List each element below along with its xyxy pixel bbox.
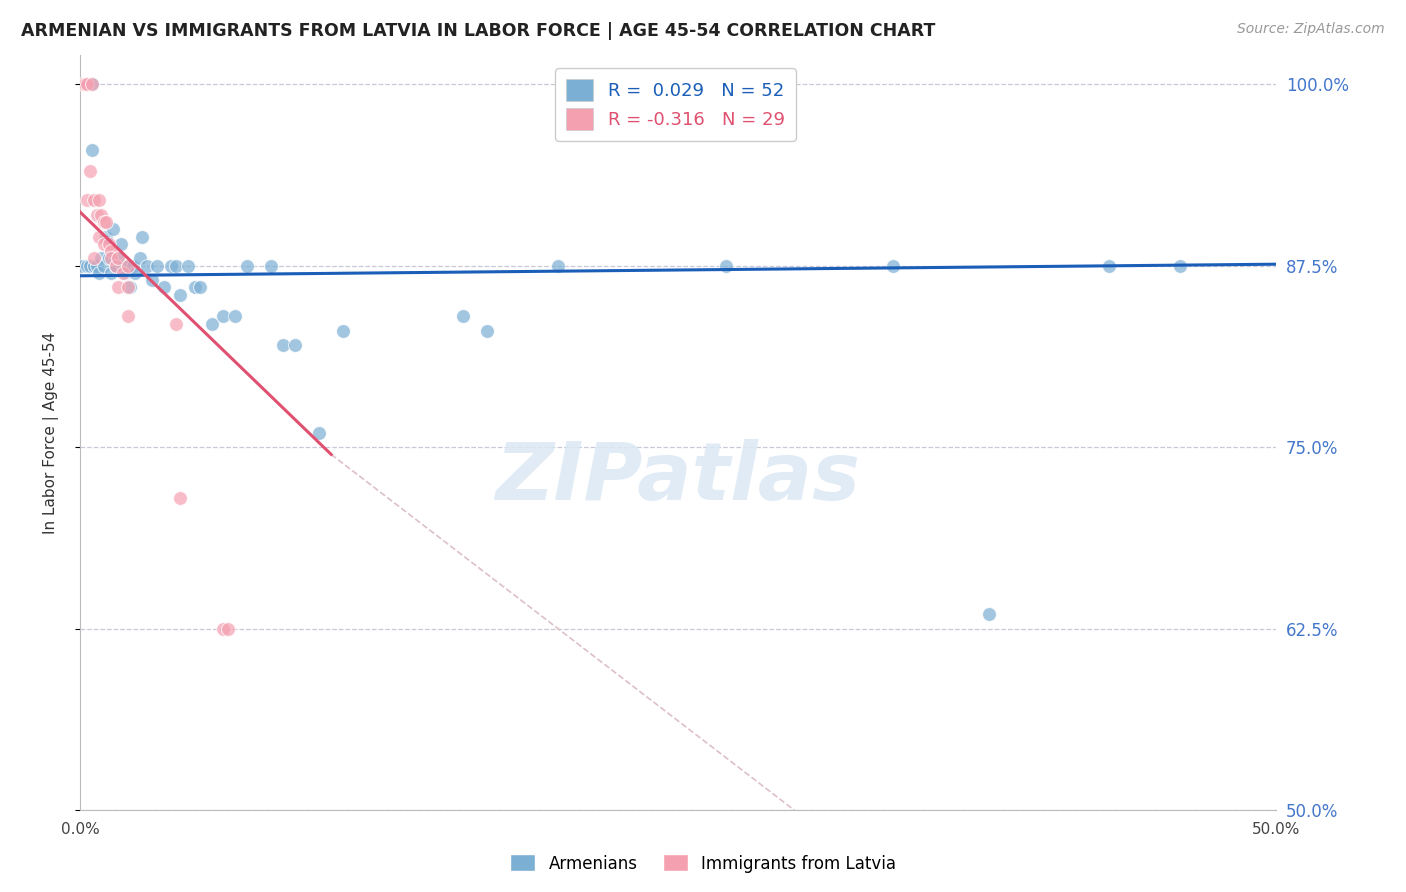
Point (308, 425, 330, 440)
Point (97, 252, 120, 266)
Point (76, 259, 98, 273)
Point (212, 310, 235, 324)
Point (176, 259, 198, 273)
Point (97, 236, 120, 251)
Point (165, 259, 187, 273)
Point (72, 259, 94, 273)
Point (87, 229, 110, 244)
Point (1098, 259, 1121, 273)
Point (145, 259, 167, 273)
Legend: Armenians, Immigrants from Latvia: Armenians, Immigrants from Latvia (503, 847, 903, 880)
Point (332, 324, 354, 338)
Point (79, 164, 101, 178)
Point (96, 229, 118, 244)
Point (121, 259, 143, 273)
Point (107, 252, 129, 266)
Point (136, 259, 159, 273)
Point (86, 259, 108, 273)
Point (80, 143, 103, 157)
Point (111, 259, 134, 273)
Point (79, 259, 101, 273)
Point (100, 266, 122, 280)
Point (169, 491, 191, 505)
Point (93, 259, 115, 273)
Point (96, 215, 118, 229)
Point (117, 280, 139, 294)
Point (977, 607, 1000, 621)
Point (117, 259, 139, 273)
Point (104, 259, 127, 273)
Point (90, 252, 112, 266)
Point (212, 622, 235, 636)
Point (547, 259, 569, 273)
Point (83, 194, 105, 208)
Point (714, 259, 737, 273)
Point (87, 194, 110, 208)
Point (236, 259, 259, 273)
Point (73, 77, 96, 91)
Point (271, 338, 294, 352)
Point (76, 77, 98, 91)
Point (83, 259, 105, 273)
Text: Source: ZipAtlas.com: Source: ZipAtlas.com (1237, 22, 1385, 37)
Point (882, 259, 904, 273)
Point (111, 266, 134, 280)
Point (152, 280, 174, 294)
Point (128, 252, 150, 266)
Point (87, 266, 110, 280)
Point (100, 244, 122, 259)
Text: ARMENIAN VS IMMIGRANTS FROM LATVIA IN LABOR FORCE | AGE 45-54 CORRELATION CHART: ARMENIAN VS IMMIGRANTS FROM LATVIA IN LA… (21, 22, 935, 40)
Point (165, 317, 187, 331)
Point (120, 280, 142, 294)
Point (100, 252, 122, 266)
Point (80, 77, 103, 91)
Point (117, 310, 139, 324)
Point (141, 273, 163, 287)
Point (110, 236, 132, 251)
Point (224, 310, 246, 324)
Point (72, 77, 94, 91)
Point (114, 266, 136, 280)
Point (86, 208, 108, 222)
Point (104, 259, 127, 273)
Point (103, 222, 125, 236)
Y-axis label: In Labor Force | Age 45-54: In Labor Force | Age 45-54 (44, 332, 59, 533)
Text: ZIPatlas: ZIPatlas (495, 439, 860, 516)
Point (184, 280, 207, 294)
Point (451, 310, 474, 324)
Point (93, 215, 115, 229)
Point (83, 252, 105, 266)
Point (160, 259, 183, 273)
Point (93, 236, 115, 251)
Point (217, 622, 239, 636)
Point (124, 266, 146, 280)
Point (284, 338, 307, 352)
Point (80, 77, 103, 91)
Point (475, 324, 498, 338)
Legend: R =  0.029   N = 52, R = -0.316   N = 29: R = 0.029 N = 52, R = -0.316 N = 29 (555, 68, 796, 141)
Point (76, 194, 98, 208)
Point (107, 280, 129, 294)
Point (131, 229, 153, 244)
Point (117, 259, 139, 273)
Point (169, 287, 191, 301)
Point (200, 317, 222, 331)
Point (90, 208, 112, 222)
Point (260, 259, 283, 273)
Point (107, 252, 129, 266)
Point (188, 280, 211, 294)
Point (1170, 259, 1192, 273)
